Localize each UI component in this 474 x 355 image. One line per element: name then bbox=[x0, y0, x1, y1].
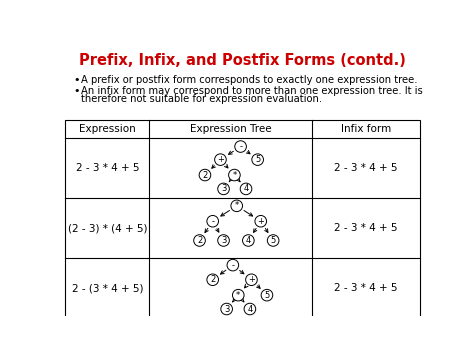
Circle shape bbox=[207, 274, 219, 285]
Text: -: - bbox=[211, 217, 214, 226]
Text: *: * bbox=[236, 291, 240, 300]
Text: +: + bbox=[217, 155, 224, 164]
Text: 5: 5 bbox=[271, 236, 276, 245]
Text: 5: 5 bbox=[264, 291, 270, 300]
Text: Prefix, Infix, and Postfix Forms (contd.): Prefix, Infix, and Postfix Forms (contd.… bbox=[80, 53, 406, 69]
Circle shape bbox=[267, 235, 279, 246]
Circle shape bbox=[218, 183, 229, 195]
Text: +: + bbox=[257, 217, 264, 226]
Circle shape bbox=[252, 154, 264, 165]
Text: 4: 4 bbox=[247, 305, 253, 313]
Text: 3: 3 bbox=[224, 305, 229, 313]
Circle shape bbox=[246, 274, 257, 285]
Circle shape bbox=[244, 303, 255, 315]
Text: Expression Tree: Expression Tree bbox=[190, 124, 271, 134]
Text: An infix form may correspond to more than one expression tree. It is: An infix form may correspond to more tha… bbox=[81, 86, 423, 96]
Circle shape bbox=[231, 200, 243, 212]
Circle shape bbox=[240, 183, 252, 195]
Circle shape bbox=[218, 235, 229, 246]
Text: 2 - 3 * 4 + 5: 2 - 3 * 4 + 5 bbox=[334, 223, 398, 233]
Bar bbox=[65, 120, 420, 318]
Circle shape bbox=[232, 289, 244, 301]
Circle shape bbox=[207, 215, 219, 227]
Text: 4: 4 bbox=[244, 184, 249, 193]
Text: •: • bbox=[73, 86, 80, 96]
Text: -: - bbox=[231, 261, 234, 270]
Text: 2: 2 bbox=[197, 236, 202, 245]
Circle shape bbox=[255, 215, 266, 227]
Text: -: - bbox=[239, 142, 242, 151]
Circle shape bbox=[221, 303, 232, 315]
Circle shape bbox=[199, 169, 211, 181]
Text: 2: 2 bbox=[210, 275, 215, 284]
Text: •: • bbox=[73, 75, 80, 85]
Text: 4: 4 bbox=[246, 236, 251, 245]
Text: *: * bbox=[235, 201, 239, 211]
Text: +: + bbox=[248, 275, 255, 284]
Text: *: * bbox=[232, 170, 237, 180]
Text: 2 - 3 * 4 + 5: 2 - 3 * 4 + 5 bbox=[334, 163, 398, 173]
Circle shape bbox=[194, 235, 205, 246]
Text: 3: 3 bbox=[221, 236, 226, 245]
Circle shape bbox=[228, 169, 240, 181]
Text: 3: 3 bbox=[221, 184, 226, 193]
Text: (2 - 3) * (4 + 5): (2 - 3) * (4 + 5) bbox=[68, 223, 147, 233]
Text: Infix form: Infix form bbox=[341, 124, 391, 134]
Text: Expression: Expression bbox=[79, 124, 136, 134]
Circle shape bbox=[243, 235, 254, 246]
Circle shape bbox=[235, 141, 246, 152]
Circle shape bbox=[227, 260, 239, 271]
Circle shape bbox=[215, 154, 226, 165]
Text: 2 - 3 * 4 + 5: 2 - 3 * 4 + 5 bbox=[334, 283, 398, 293]
Text: 2 - 3 * 4 + 5: 2 - 3 * 4 + 5 bbox=[75, 163, 139, 173]
Text: therefore not suitable for expression evaluation.: therefore not suitable for expression ev… bbox=[81, 94, 322, 104]
Circle shape bbox=[261, 289, 273, 301]
Text: 5: 5 bbox=[255, 155, 260, 164]
Text: 2 - (3 * 4 + 5): 2 - (3 * 4 + 5) bbox=[72, 283, 143, 293]
Text: A prefix or postfix form corresponds to exactly one expression tree.: A prefix or postfix form corresponds to … bbox=[81, 75, 418, 85]
Text: 2: 2 bbox=[202, 170, 208, 180]
